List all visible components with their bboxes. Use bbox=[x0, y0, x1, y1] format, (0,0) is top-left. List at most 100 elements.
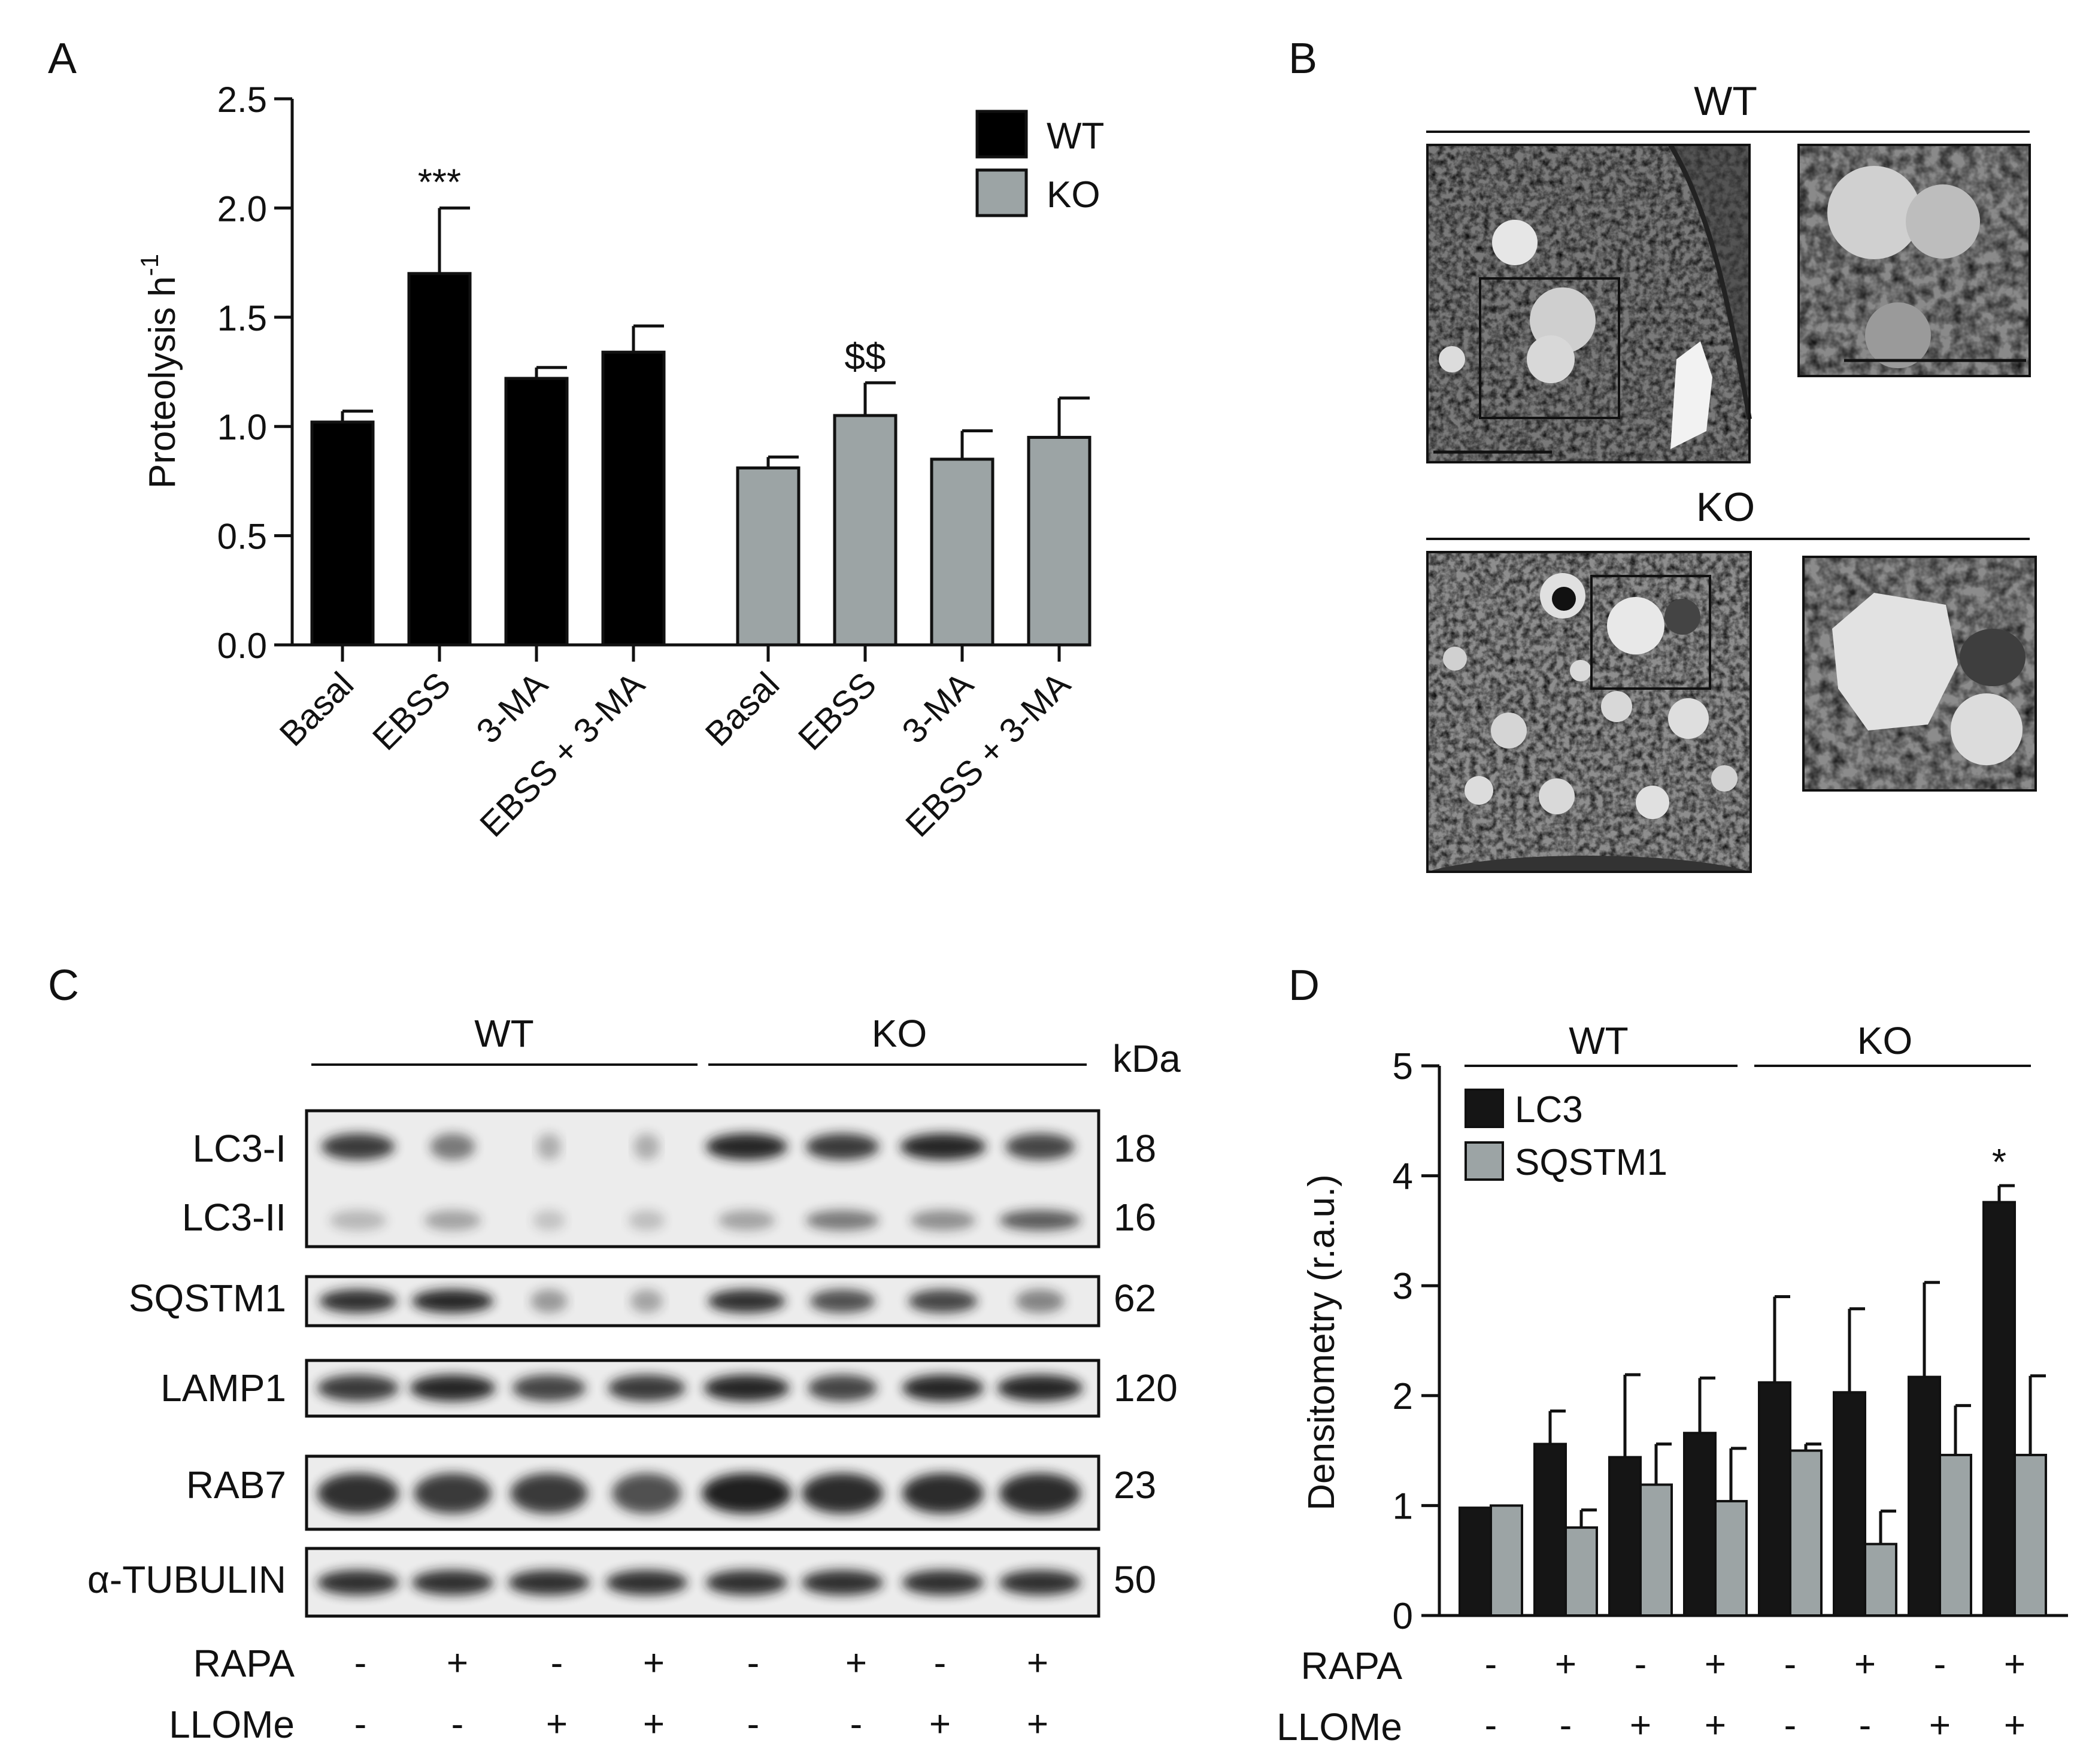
bar-d-sqstm1-5 bbox=[1789, 1449, 1823, 1617]
band-lc3-ii-lane-4 bbox=[628, 1210, 665, 1230]
bar-d-sqstm1-8 bbox=[2014, 1453, 2047, 1617]
blot-sign-rapa-3: - bbox=[551, 1642, 563, 1684]
x-tick-label-a: Basal bbox=[698, 665, 787, 754]
band-tubulin-lane-3 bbox=[508, 1570, 590, 1595]
band-lc3-i-lane-6 bbox=[805, 1133, 880, 1160]
membrane-lc3 bbox=[305, 1109, 1100, 1248]
kda-rab7: 23 bbox=[1114, 1463, 1156, 1507]
band-tubulin-lane-1 bbox=[317, 1570, 399, 1595]
panel-d-sign-llome-4: + bbox=[1705, 1705, 1726, 1746]
ko-micrograph-overview bbox=[1426, 551, 1752, 873]
wt-micrograph-zoom bbox=[1797, 144, 2031, 377]
band-lamp1-lane-3 bbox=[512, 1374, 586, 1402]
band-rab7-lane-3 bbox=[510, 1473, 588, 1514]
band-lamp1-lane-7 bbox=[902, 1374, 984, 1402]
band-rab7-lane-1 bbox=[317, 1473, 399, 1514]
band-sqstm1-lane-8 bbox=[1015, 1289, 1065, 1313]
band-tubulin-lane-8 bbox=[999, 1570, 1081, 1595]
panel-d-treatment-label-rapa: RAPA bbox=[1300, 1644, 1402, 1687]
legend-label-a-wt: WT bbox=[1047, 116, 1104, 157]
band-rab7-lane-6 bbox=[802, 1473, 883, 1514]
bar-a-ko-1 bbox=[736, 466, 801, 647]
y-tick-label-d: 3 bbox=[1393, 1266, 1413, 1307]
kda-header: kDa bbox=[1112, 1037, 1181, 1080]
x-tick-label-a: EBSS bbox=[791, 665, 884, 757]
band-tubulin-lane-4 bbox=[606, 1570, 687, 1595]
panel-d-sign-rapa-5: - bbox=[1784, 1644, 1797, 1685]
blot-sign-llome-1: - bbox=[354, 1704, 367, 1745]
panel-d-ko-label: KO bbox=[1857, 1019, 1912, 1062]
blot-sign-llome-6: - bbox=[850, 1704, 863, 1745]
band-lamp1-lane-1 bbox=[317, 1374, 399, 1402]
y-tick-label-d: 4 bbox=[1393, 1156, 1413, 1198]
band-lc3-ii-lane-1 bbox=[329, 1210, 387, 1230]
wt-micrograph-overview bbox=[1426, 143, 1752, 463]
blot-sign-rapa-2: + bbox=[447, 1642, 468, 1684]
band-rab7-lane-7 bbox=[902, 1473, 984, 1514]
band-rab7-lane-2 bbox=[414, 1473, 492, 1514]
band-lc3-i-lane-8 bbox=[1005, 1133, 1075, 1160]
band-lc3-i-lane-2 bbox=[430, 1133, 475, 1160]
bar-d-sqstm1-3 bbox=[1639, 1483, 1673, 1617]
bar-d-sqstm1-7 bbox=[1939, 1453, 1972, 1617]
y-tick-label-d: 5 bbox=[1393, 1046, 1413, 1087]
bar-a-wt-2 bbox=[407, 272, 472, 647]
band-label-lamp1: LAMP1 bbox=[160, 1366, 286, 1410]
band-lamp1-lane-4 bbox=[608, 1374, 686, 1402]
blot-treatment-signs: - + - + - + - + - - + + - - + + bbox=[354, 1642, 1048, 1745]
band-tubulin-lane-5 bbox=[706, 1570, 787, 1595]
panel-d-sign-rapa-4: + bbox=[1705, 1644, 1726, 1685]
band-rab7-lane-8 bbox=[999, 1473, 1081, 1514]
kda-sqstm1: 62 bbox=[1114, 1277, 1156, 1320]
bar-d-lc3-8 bbox=[1982, 1201, 2016, 1617]
bar-a-wt-4 bbox=[601, 350, 666, 647]
wt-inset-box bbox=[1479, 277, 1620, 419]
panel-c-western-blot: WT KO kDa LC3-I LC3-II SQSTM1 LAMP1 RAB7… bbox=[87, 1012, 1181, 1746]
band-label-lc3-ii: LC3-II bbox=[182, 1196, 286, 1239]
bar-a-ko-2 bbox=[833, 414, 898, 647]
blot-sign-rapa-8: + bbox=[1027, 1642, 1048, 1684]
kda-lc3-i: 18 bbox=[1114, 1127, 1156, 1170]
y-axis-label-superscript: -1 bbox=[135, 254, 163, 276]
panel-d-sign-llome-1: - bbox=[1485, 1705, 1497, 1746]
bar-a-ko-4 bbox=[1027, 435, 1091, 647]
band-label-lc3-i: LC3-I bbox=[193, 1127, 287, 1170]
y-tick-label-a: 1.5 bbox=[217, 298, 267, 338]
panel-d-sign-rapa-8: + bbox=[2004, 1644, 2026, 1685]
panel-d-sign-llome-2: - bbox=[1560, 1705, 1572, 1746]
y-tick-label-d: 2 bbox=[1393, 1376, 1413, 1417]
legend-label-d-lc3: LC3 bbox=[1515, 1089, 1583, 1130]
band-lc3-i-lane-1 bbox=[321, 1133, 395, 1160]
blot-sign-llome-4: + bbox=[643, 1704, 665, 1745]
panel-d-sign-llome-3: + bbox=[1630, 1705, 1651, 1746]
x-tick-label-a: 3-MA bbox=[469, 665, 555, 751]
panel-letter-a: A bbox=[48, 35, 77, 83]
band-sqstm1-lane-2 bbox=[412, 1289, 493, 1313]
panel-letter-c: C bbox=[48, 962, 79, 1010]
legend-swatch-d-lc3 bbox=[1465, 1089, 1504, 1128]
bar-d-lc3-3 bbox=[1608, 1456, 1642, 1617]
y-tick-label-a: 0.5 bbox=[217, 517, 267, 557]
panel-b-micrographs: WT KO bbox=[1426, 78, 2037, 873]
blot-sign-llome-8: + bbox=[1027, 1704, 1048, 1745]
bar-d-sqstm1-4 bbox=[1714, 1500, 1748, 1617]
y-tick-label-a: 0.0 bbox=[217, 626, 267, 666]
y-axis-label-a: Proteolysis h-1 bbox=[135, 254, 183, 489]
band-lc3-i-lane-3 bbox=[536, 1133, 562, 1160]
panel-d-wt-label: WT bbox=[1569, 1019, 1629, 1062]
panel-d-sign-rapa-6: + bbox=[1854, 1644, 1876, 1685]
band-lamp1-lane-8 bbox=[997, 1374, 1083, 1402]
panel-d-sign-llome-7: + bbox=[1929, 1705, 1951, 1746]
bar-a-wt-3 bbox=[504, 377, 569, 647]
y-axis-label-d: Densitometry (r.a.u.) bbox=[1301, 1174, 1342, 1511]
band-sqstm1-lane-3 bbox=[530, 1289, 568, 1313]
x-tick-label-a: EBSS + 3-MA bbox=[472, 665, 652, 844]
bar-d-lc3-5 bbox=[1758, 1381, 1791, 1617]
y-tick-label-a: 2.5 bbox=[217, 80, 267, 120]
legend-swatch-a-wt bbox=[975, 110, 1028, 159]
bar-d-lc3-4 bbox=[1683, 1432, 1717, 1617]
kda-lamp1: 120 bbox=[1114, 1366, 1178, 1410]
bar-d-lc3-6 bbox=[1833, 1391, 1866, 1617]
bar-a-ko-3 bbox=[930, 457, 994, 647]
bar-a-wt-1 bbox=[310, 420, 375, 647]
